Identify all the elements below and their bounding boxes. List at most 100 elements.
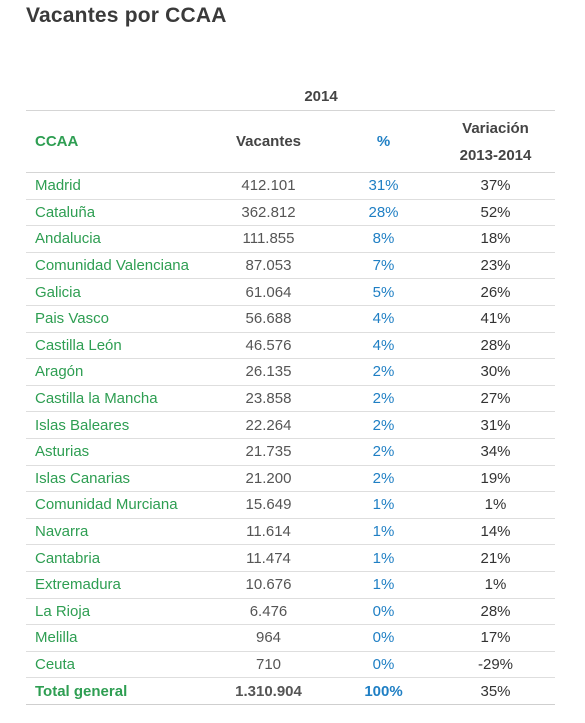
variation-cell: 41% [436, 305, 555, 333]
vacantes-cell: 15.649 [206, 491, 331, 519]
vacantes-cell: 23.858 [206, 385, 331, 413]
vacantes-cell: 11.614 [206, 518, 331, 546]
ccaa-cell: Navarra [26, 518, 206, 546]
table-row: Comunidad Murciana 15.649 1% 1% [26, 491, 555, 519]
variation-cell: 21% [436, 544, 555, 572]
ccaa-cell: Asturias [26, 438, 206, 466]
percent-cell: 28% [331, 199, 436, 227]
percent-cell: 5% [331, 278, 436, 306]
vacantes-cell: 56.688 [206, 305, 331, 333]
ccaa-column-header: CCAA [26, 110, 206, 173]
ccaa-cell: Galicia [26, 278, 206, 306]
vacancies-table: 2014 CCAA Vacantes % Variación 2013-2014… [26, 83, 555, 705]
percent-cell: 31% [331, 172, 436, 200]
table-row: Pais Vasco 56.688 4% 41% [26, 305, 555, 333]
table-row: Galicia 61.064 5% 26% [26, 278, 555, 306]
variation-cell: 27% [436, 385, 555, 413]
ccaa-cell: Islas Baleares [26, 411, 206, 439]
column-header-row: CCAA Vacantes % Variación 2013-2014 [26, 110, 555, 173]
table-row: Cantabria 11.474 1% 21% [26, 544, 555, 572]
percent-column-header: % [331, 110, 436, 173]
ccaa-cell: Extremadura [26, 571, 206, 599]
table-row: Navarra 11.614 1% 14% [26, 518, 555, 546]
variation-cell: -29% [436, 651, 555, 679]
table-row: Ceuta 710 0% -29% [26, 651, 555, 679]
ccaa-cell: Castilla León [26, 332, 206, 360]
percent-cell: 1% [331, 544, 436, 572]
table-row: La Rioja 6.476 0% 28% [26, 598, 555, 626]
table-row: Castilla la Mancha 23.858 2% 27% [26, 385, 555, 413]
table-row: Melilla 964 0% 17% [26, 624, 555, 652]
variation-cell: 35% [436, 677, 555, 705]
ccaa-cell: Aragón [26, 358, 206, 386]
table-row: Madrid 412.101 31% 37% [26, 172, 555, 200]
ccaa-cell: Total general [26, 677, 206, 705]
ccaa-cell: Melilla [26, 624, 206, 652]
table-row: Comunidad Valenciana 87.053 7% 23% [26, 252, 555, 280]
variation-header-line2: 2013-2014 [459, 146, 532, 164]
total-row: Total general 1.310.904 100% 35% [26, 677, 555, 705]
percent-cell: 0% [331, 651, 436, 679]
variation-cell: 23% [436, 252, 555, 280]
ccaa-cell: Cantabria [26, 544, 206, 572]
variation-column-header: Variación 2013-2014 [436, 110, 555, 173]
variation-header-line1: Variación [462, 119, 529, 137]
year-header-row: 2014 [26, 83, 555, 111]
variation-cell: 37% [436, 172, 555, 200]
vacantes-cell: 710 [206, 651, 331, 679]
percent-cell: 2% [331, 438, 436, 466]
variation-cell: 1% [436, 491, 555, 519]
vacantes-cell: 21.735 [206, 438, 331, 466]
variation-cell: 1% [436, 571, 555, 599]
variation-cell: 31% [436, 411, 555, 439]
variation-cell: 52% [436, 199, 555, 227]
ccaa-cell: Ceuta [26, 651, 206, 679]
percent-cell: 7% [331, 252, 436, 280]
vacantes-column-header: Vacantes [206, 110, 331, 173]
ccaa-cell: Comunidad Murciana [26, 491, 206, 519]
percent-cell: 8% [331, 225, 436, 253]
year-header-spacer [26, 83, 206, 111]
vacantes-cell: 22.264 [206, 411, 331, 439]
vacantes-cell: 6.476 [206, 598, 331, 626]
vacantes-cell: 1.310.904 [206, 677, 331, 705]
year-header-spacer [436, 83, 555, 111]
vacancies-table-container: 2014 CCAA Vacantes % Variación 2013-2014… [26, 83, 555, 705]
ccaa-cell: La Rioja [26, 598, 206, 626]
table-row: Asturias 21.735 2% 34% [26, 438, 555, 466]
vacantes-cell: 61.064 [206, 278, 331, 306]
vacantes-cell: 87.053 [206, 252, 331, 280]
vacantes-cell: 412.101 [206, 172, 331, 200]
ccaa-cell: Castilla la Mancha [26, 385, 206, 413]
ccaa-cell: Cataluña [26, 199, 206, 227]
ccaa-cell: Madrid [26, 172, 206, 200]
vacantes-cell: 10.676 [206, 571, 331, 599]
percent-cell: 4% [331, 305, 436, 333]
variation-cell: 19% [436, 465, 555, 493]
table-row: Castilla León 46.576 4% 28% [26, 332, 555, 360]
table-row: Islas Baleares 22.264 2% 31% [26, 411, 555, 439]
vacantes-cell: 964 [206, 624, 331, 652]
percent-cell: 4% [331, 332, 436, 360]
vacantes-cell: 11.474 [206, 544, 331, 572]
variation-cell: 26% [436, 278, 555, 306]
variation-cell: 34% [436, 438, 555, 466]
percent-cell: 2% [331, 465, 436, 493]
table-body: Madrid 412.101 31% 37% Cataluña 362.812 28% 52%… [26, 172, 555, 705]
percent-cell: 1% [331, 491, 436, 519]
variation-cell: 17% [436, 624, 555, 652]
percent-cell: 2% [331, 358, 436, 386]
table-row: Cataluña 362.812 28% 52% [26, 199, 555, 227]
ccaa-cell: Andalucia [26, 225, 206, 253]
variation-cell: 28% [436, 598, 555, 626]
percent-cell: 0% [331, 624, 436, 652]
vacantes-cell: 111.855 [206, 225, 331, 253]
vacantes-cell: 26.135 [206, 358, 331, 386]
year-header: 2014 [206, 83, 436, 111]
vacantes-cell: 362.812 [206, 199, 331, 227]
variation-cell: 28% [436, 332, 555, 360]
vacantes-cell: 46.576 [206, 332, 331, 360]
variation-cell: 30% [436, 358, 555, 386]
percent-cell: 2% [331, 411, 436, 439]
ccaa-cell: Comunidad Valenciana [26, 252, 206, 280]
